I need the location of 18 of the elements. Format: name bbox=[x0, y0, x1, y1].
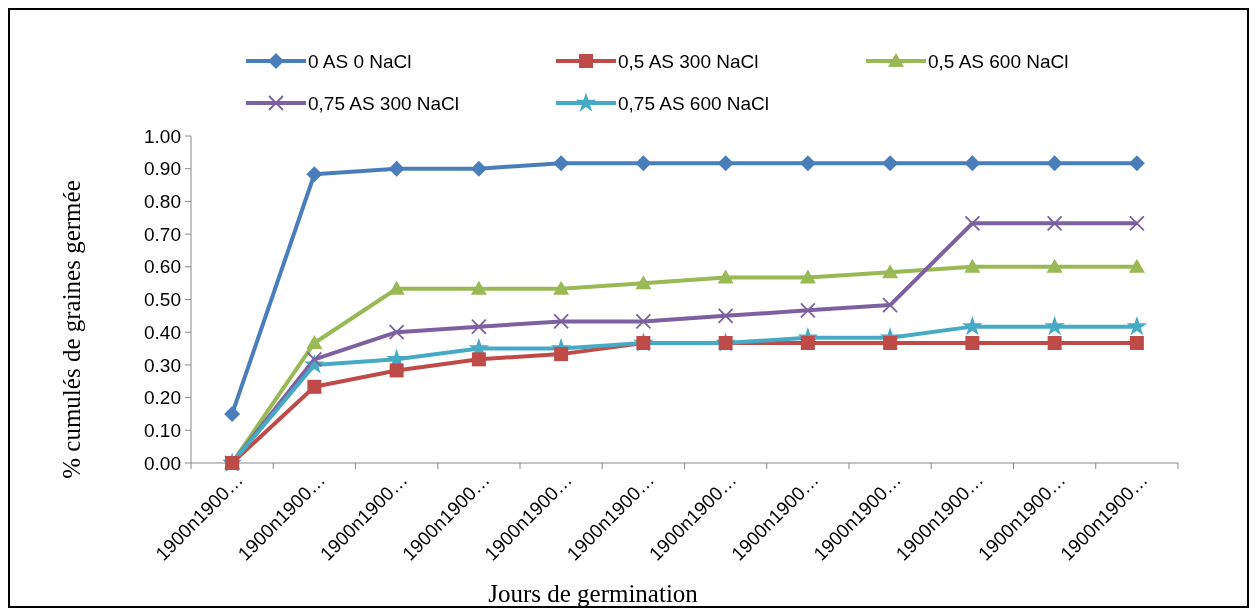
y-axis-title: % cumulés de graines germée bbox=[58, 180, 85, 479]
y-tick-label: 0.30 bbox=[144, 354, 181, 376]
legend-label: 0,5 AS 600 NaCl bbox=[928, 50, 1069, 72]
y-tick-label: 0.90 bbox=[144, 158, 181, 180]
x-axis-title: Jours de germination bbox=[488, 580, 699, 607]
y-tick-label: 0.00 bbox=[144, 452, 181, 474]
y-tick-label: 0.60 bbox=[144, 256, 181, 278]
y-tick-label: 0.70 bbox=[144, 223, 181, 245]
legend-label: 0,75 AS 300 NaCl bbox=[308, 92, 460, 114]
y-tick-label: 0.10 bbox=[144, 419, 181, 441]
y-tick-label: 0.80 bbox=[144, 191, 181, 213]
y-tick-label: 0.20 bbox=[144, 387, 181, 409]
legend-label: 0,5 AS 300 NaCl bbox=[618, 50, 759, 72]
y-tick-label: 0.40 bbox=[144, 321, 181, 343]
y-tick-label: 1.00 bbox=[144, 125, 181, 147]
y-tick-label: 0.50 bbox=[144, 289, 181, 311]
legend-label: 0,75 AS 600 NaCl bbox=[618, 92, 770, 114]
legend-label: 0 AS 0 NaCl bbox=[308, 50, 412, 72]
